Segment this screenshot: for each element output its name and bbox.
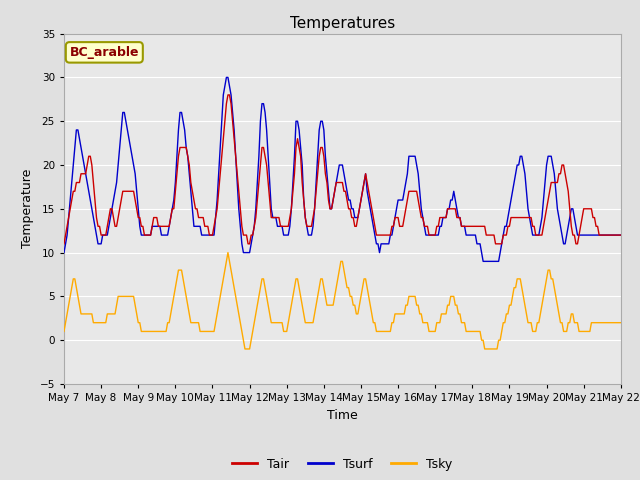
Y-axis label: Temperature: Temperature — [21, 169, 34, 249]
Title: Temperatures: Temperatures — [290, 16, 395, 31]
Text: BC_arable: BC_arable — [70, 46, 139, 59]
X-axis label: Time: Time — [327, 408, 358, 421]
Legend: Tair, Tsurf, Tsky: Tair, Tsurf, Tsky — [227, 453, 458, 476]
